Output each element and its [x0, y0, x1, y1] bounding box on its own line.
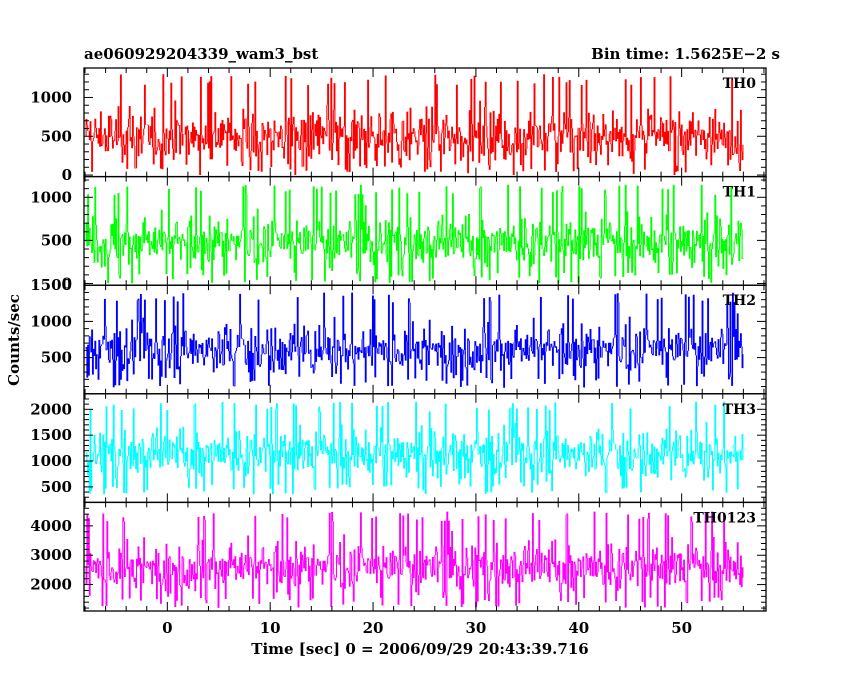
y-tick-label: 4000 — [30, 517, 72, 535]
y-tick-label: 2000 — [30, 400, 72, 418]
y-tick-label: 500 — [41, 231, 72, 249]
y-tick-label: 0 — [62, 166, 72, 184]
y-tick-label: 1000 — [30, 312, 72, 330]
series-th0123 — [85, 511, 744, 608]
x-tick-label: 10 — [260, 619, 281, 637]
series-th3 — [85, 401, 744, 495]
panel-label-th3: TH3 — [723, 402, 756, 418]
y-tick-label: 2000 — [30, 576, 72, 594]
series-th2 — [85, 292, 744, 388]
y-tick-label: 500 — [41, 127, 72, 145]
y-tick-label: 500 — [41, 478, 72, 496]
panel-frame-th1 — [83, 175, 767, 286]
object-name-title: ae060929204339_wam3_bst — [84, 45, 318, 63]
x-axis-title: Time [sec] 0 = 2006/09/29 20:43:39.716 — [251, 640, 588, 658]
x-tick-label: 40 — [568, 619, 589, 637]
panel-label-th0: TH0 — [723, 76, 757, 92]
x-tick-label: 20 — [363, 619, 384, 637]
bin-time-label: Bin time: 1.5625E−2 s — [591, 45, 780, 63]
panel-frame-th0123 — [83, 501, 767, 612]
y-tick-label: 1500 — [30, 426, 72, 444]
y-tick-label: 0 — [62, 274, 72, 292]
series-th1 — [85, 184, 744, 284]
panel-label-th2: TH2 — [723, 293, 756, 309]
y-tick-label: 3000 — [30, 546, 72, 564]
y-axis-title: Counts/sec — [5, 294, 23, 386]
panel-label-th0123: TH0123 — [693, 510, 756, 526]
series-th0 — [85, 74, 744, 175]
y-tick-label: 1000 — [30, 188, 72, 206]
y-tick-label: 500 — [41, 349, 72, 367]
y-tick-label: 1500 — [30, 276, 72, 294]
x-tick-label: 30 — [465, 619, 486, 637]
y-tick-label: 1000 — [30, 88, 72, 106]
x-tick-label: 50 — [671, 619, 692, 637]
panels-group: TH005001000TH105001000TH250010001500TH35… — [30, 67, 767, 637]
x-tick-label: 0 — [162, 619, 172, 637]
panel-label-th1: TH1 — [723, 185, 756, 201]
y-tick-label: 1000 — [30, 452, 72, 470]
